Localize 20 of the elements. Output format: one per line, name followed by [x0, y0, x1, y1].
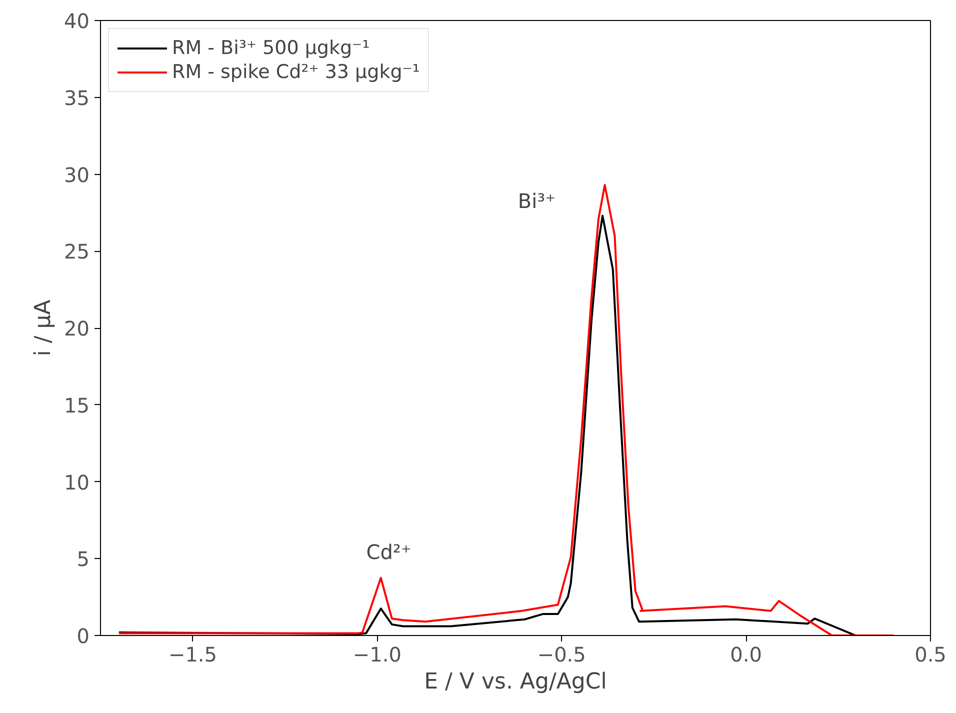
- y-tick-label: 40: [64, 9, 90, 33]
- y-tick-label: 15: [64, 393, 90, 418]
- x-tick-label: 0.5: [914, 642, 946, 666]
- y-tick-label: 10: [64, 470, 90, 494]
- x-tick-label: −1.5: [168, 642, 218, 666]
- x-tick-label: 0.0: [730, 642, 762, 666]
- legend-label: RM - spike Cd²⁺ 33 μgkg⁻¹: [172, 61, 420, 83]
- y-tick-label: 20: [64, 316, 90, 340]
- y-tick-label: 30: [64, 162, 90, 187]
- x-tick-label: −0.5: [537, 642, 586, 666]
- y-tick-label: 35: [64, 86, 90, 110]
- annotation: Bi³⁺: [518, 189, 556, 214]
- x-tick-label: −1.0: [352, 642, 402, 666]
- legend-label: RM - Bi³⁺ 500 μgkg⁻¹: [172, 37, 370, 59]
- y-tick-label: 25: [64, 240, 90, 264]
- annotation: Cd²⁺: [366, 540, 412, 564]
- x-axis-title: E / V vs. Ag/AgCl: [424, 670, 607, 694]
- y-tick-label: 0: [76, 624, 90, 648]
- y-tick-label: 5: [76, 547, 90, 572]
- y-axis-title: i / μA: [31, 300, 56, 356]
